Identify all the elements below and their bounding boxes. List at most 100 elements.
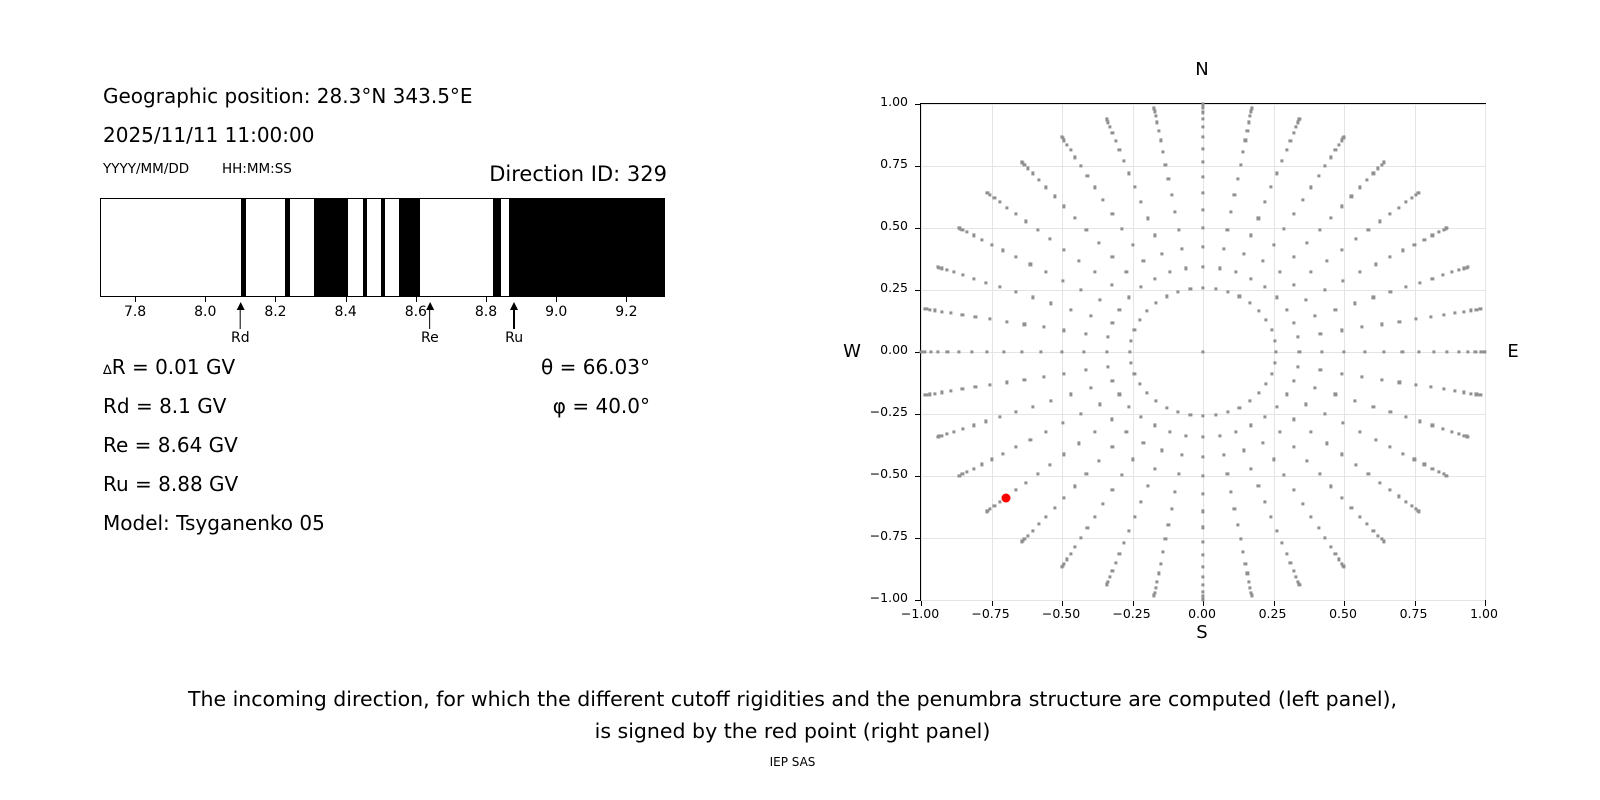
direction-point xyxy=(1388,410,1392,414)
direction-point xyxy=(1154,586,1158,590)
direction-point xyxy=(1242,251,1246,256)
direction-point xyxy=(1062,495,1066,500)
direction-point xyxy=(1122,541,1126,545)
direction-point xyxy=(1474,392,1479,396)
direction-point xyxy=(1371,404,1375,409)
penumbra-band xyxy=(314,199,348,296)
direction-point xyxy=(984,280,988,285)
direction-point xyxy=(1260,259,1265,263)
penumbra-x-tick-label: 9.0 xyxy=(545,304,568,320)
direction-point xyxy=(1340,495,1344,500)
direction-point xyxy=(1180,453,1184,457)
direction-point xyxy=(1292,255,1296,259)
direction-point xyxy=(1201,125,1205,129)
direction-point xyxy=(945,268,949,272)
direction-point xyxy=(1201,190,1205,195)
direction-point xyxy=(1263,285,1267,289)
direction-point xyxy=(1437,470,1441,474)
direction-point xyxy=(1028,262,1032,266)
west-label: W xyxy=(843,341,861,362)
direction-point xyxy=(960,387,965,391)
direction-point xyxy=(1450,430,1454,434)
direction-point xyxy=(1085,174,1090,178)
direction-point xyxy=(998,500,1002,504)
penumbra-x-tick xyxy=(486,297,488,302)
direction-point xyxy=(1169,193,1174,197)
direction-point xyxy=(1263,200,1267,204)
time-format-hint: HH:MM:SS xyxy=(222,161,292,177)
scatter-y-tick xyxy=(915,600,920,601)
direction-point xyxy=(988,383,992,387)
direction-point xyxy=(1297,117,1302,121)
direction-point xyxy=(1163,163,1168,167)
direction-point xyxy=(945,432,949,436)
direction-point xyxy=(1068,552,1073,556)
direction-point xyxy=(1110,212,1114,216)
direction-point xyxy=(1296,365,1300,369)
direction-point xyxy=(1176,228,1181,232)
direction-point xyxy=(1062,371,1066,376)
direction-point xyxy=(1401,248,1405,252)
direction-point xyxy=(1157,571,1161,575)
direction-point xyxy=(1371,295,1375,300)
scatter-x-tick-label: −0.50 xyxy=(1041,606,1081,621)
gridline-horizontal xyxy=(921,166,1485,167)
direction-point xyxy=(1028,438,1032,442)
direction-point xyxy=(985,190,989,195)
direction-point xyxy=(961,273,965,277)
direction-point xyxy=(936,435,940,439)
direction-point xyxy=(1242,448,1246,453)
direction-point xyxy=(1201,160,1205,164)
direction-point xyxy=(1323,164,1327,168)
direction-point xyxy=(1249,423,1253,428)
direction-point xyxy=(1106,365,1110,369)
direction-point xyxy=(1127,528,1131,533)
direction-point xyxy=(1354,463,1358,467)
direction-point xyxy=(1031,171,1035,176)
direction-point xyxy=(1218,266,1222,271)
scatter-x-tick xyxy=(1203,601,1204,606)
direction-point xyxy=(1469,308,1473,312)
direction-point xyxy=(1139,500,1143,504)
direction-point xyxy=(1236,523,1240,527)
direction-point xyxy=(1341,279,1345,283)
direction-point xyxy=(1093,514,1097,519)
direction-point xyxy=(1292,488,1296,492)
direction-point xyxy=(1097,459,1101,463)
direction-point xyxy=(1158,138,1163,143)
direction-point xyxy=(1073,155,1077,159)
direction-point xyxy=(1483,350,1487,354)
direction-point xyxy=(1450,270,1454,274)
direction-point xyxy=(1379,537,1384,541)
direction-point xyxy=(1201,525,1205,529)
direction-point xyxy=(1044,270,1048,274)
direction-point xyxy=(1269,515,1273,519)
rigidity-arrow-rd: Rd xyxy=(231,300,250,346)
direction-point xyxy=(1462,266,1466,271)
direction-point xyxy=(1042,325,1046,329)
direction-point xyxy=(1349,194,1354,198)
direction-point xyxy=(923,350,927,354)
direction-point xyxy=(1292,417,1296,421)
direction-point xyxy=(1153,233,1157,238)
direction-point xyxy=(1152,106,1156,110)
direction-point xyxy=(961,427,965,431)
direction-point xyxy=(1062,328,1066,333)
direction-point xyxy=(1133,185,1137,189)
direction-point xyxy=(1026,166,1030,171)
direction-point xyxy=(1201,540,1205,544)
direction-point xyxy=(1161,550,1165,554)
direction-point xyxy=(1250,106,1254,110)
scatter-x-tick-label: 0.00 xyxy=(1188,606,1216,621)
direction-point xyxy=(1238,163,1243,167)
direction-point xyxy=(1101,198,1105,202)
selected-direction-point xyxy=(1001,493,1011,503)
direction-point xyxy=(1157,129,1161,133)
direction-point xyxy=(1061,421,1065,425)
rd-value: Rd = 8.1 GV xyxy=(103,394,227,418)
direction-point xyxy=(1153,590,1157,595)
direction-point xyxy=(1048,237,1052,241)
direction-point xyxy=(1456,350,1461,354)
geographic-position-label: Geographic position: 28.3°N 343.5°E xyxy=(103,84,473,108)
direction-point xyxy=(1404,200,1408,204)
